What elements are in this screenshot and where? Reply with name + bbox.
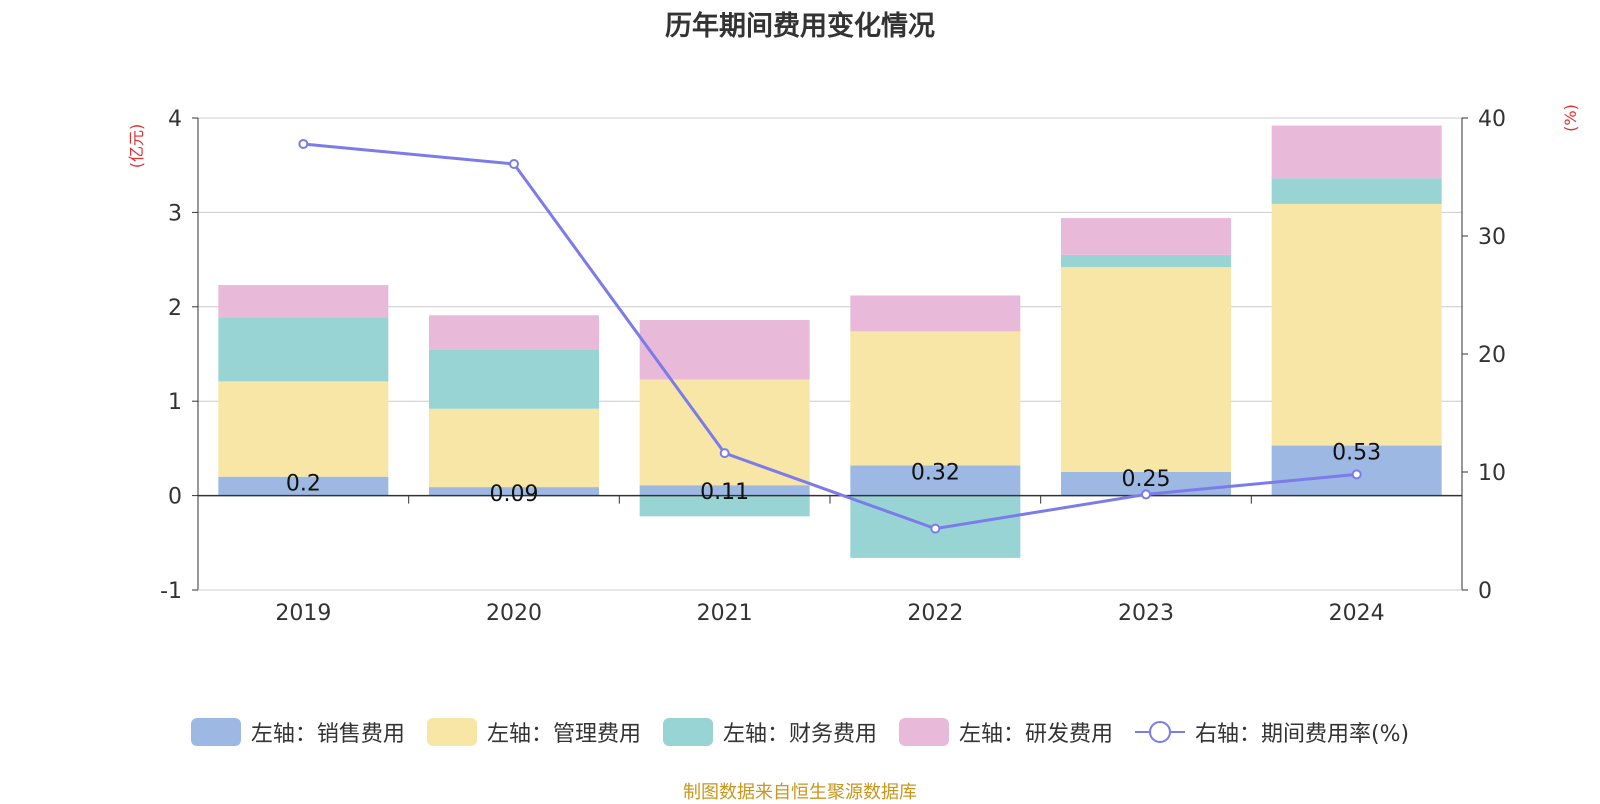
left-axis-label: (亿元) [127, 124, 146, 169]
rate-line [303, 142, 1357, 531]
data-label-sales: 0.53 [1332, 441, 1381, 466]
bar-2022-series-3 [850, 295, 1021, 332]
x-axis-tick-label: 2021 [697, 601, 753, 626]
bar-2020-series-1 [429, 408, 599, 488]
bar-2021-series-1 [639, 379, 810, 486]
bar-2021-series-0 [639, 485, 810, 496]
data-label-sales: 0.09 [490, 482, 539, 507]
bar-2020-series-2 [429, 349, 599, 409]
bar-2024-series-3 [1271, 125, 1442, 179]
legend-label-finance: 左轴：财务费用 [722, 722, 877, 747]
legend-swatch-rd [898, 718, 949, 746]
data-label-sales: 0.2 [286, 472, 321, 497]
rate-point [1141, 489, 1151, 500]
legend-label-sales: 左轴：销售费用 [250, 722, 405, 747]
right-axis-label: (%) [1561, 104, 1580, 132]
bar-2023-series-2 [1061, 254, 1231, 268]
bar-2023-series-1 [1061, 267, 1231, 472]
legend-label-rate: 右轴：期间费用率(%) [1194, 722, 1410, 747]
legend-label-rd: 左轴：研发费用 [958, 722, 1113, 747]
left-axis-tick-label: 0 [168, 485, 182, 510]
x-axis-tick-label: 2019 [275, 601, 331, 626]
bar-2024-series-2 [1271, 178, 1442, 204]
right-axis-tick-label: 10 [1478, 461, 1506, 486]
legend-swatch-management [426, 718, 477, 746]
x-axis-tick-label: 2024 [1329, 601, 1385, 626]
bar-2020-series-3 [429, 315, 599, 350]
legend-swatch-finance [662, 718, 713, 746]
rate-point [930, 523, 941, 534]
legend-item-sales[interactable]: 左轴：销售费用 [190, 716, 405, 748]
left-axis-tick-label: 1 [168, 390, 182, 415]
chart-title: 历年期间费用变化情况 [665, 11, 935, 42]
bar-2019-series-0 [218, 476, 389, 496]
data-label-sales: 0.32 [911, 460, 960, 485]
legend-item-rd[interactable]: 左轴：研发费用 [898, 716, 1113, 748]
bar-2021-series-3 [639, 320, 810, 380]
rate-point [1351, 469, 1362, 480]
bar-2024-series-1 [1271, 203, 1442, 446]
left-axis-tick-label: -1 [160, 579, 182, 604]
x-axis-tick-label: 2020 [486, 601, 542, 626]
bar-2022-series-0 [850, 465, 1021, 496]
legend-item-finance[interactable]: 左轴：财务费用 [662, 716, 877, 748]
rate-point [298, 138, 309, 149]
left-axis-tick-label: 2 [168, 296, 182, 321]
legend-swatch-sales [190, 718, 241, 746]
right-axis-tick-label: 0 [1478, 579, 1492, 604]
bar-2021-series-2 [639, 495, 810, 517]
legend-swatch-rate [1134, 721, 1185, 743]
bar-2019-series-1 [218, 381, 389, 477]
source-note: 制图数据来自恒生聚源数据库 [683, 782, 917, 803]
left-axis-tick-label: 4 [168, 107, 182, 132]
data-label-sales: 0.25 [1122, 467, 1171, 492]
bar-2019-series-3 [218, 285, 389, 318]
right-axis-tick-label: 20 [1478, 343, 1506, 368]
bar-2019-series-2 [218, 317, 389, 382]
rate-point [509, 159, 519, 170]
data-label-sales: 0.11 [700, 480, 749, 505]
chart-legend: 左轴：销售费用 左轴：管理费用 左轴：财务费用 左轴：研发费用 右轴：期间费用率… [0, 716, 1600, 748]
x-axis-tick-label: 2023 [1118, 601, 1174, 626]
bar-2020-series-0 [429, 487, 599, 496]
bar-2023-series-3 [1061, 218, 1231, 255]
left-axis-tick-label: 3 [168, 201, 182, 226]
right-axis-tick-label: 30 [1478, 225, 1506, 250]
legend-item-management[interactable]: 左轴：管理费用 [426, 716, 641, 748]
legend-label-management: 左轴：管理费用 [486, 722, 641, 747]
legend-item-rate[interactable]: 右轴：期间费用率(%) [1134, 716, 1410, 748]
x-axis-tick-label: 2022 [907, 601, 963, 626]
rate-point [719, 448, 730, 459]
right-axis-tick-label: 40 [1478, 107, 1506, 132]
bar-2022-series-1 [850, 331, 1021, 466]
